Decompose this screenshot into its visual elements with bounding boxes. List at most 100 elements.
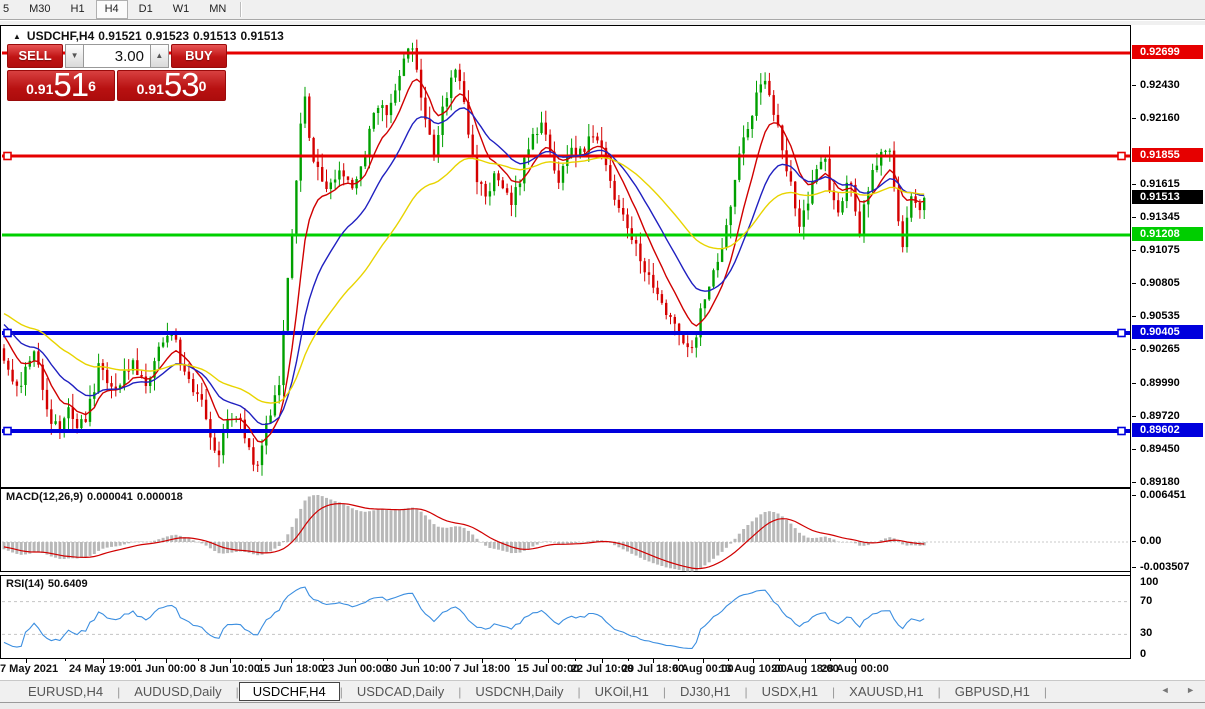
price-tick-label: 0.89450 [1140, 443, 1180, 455]
price-tick-mark [1132, 316, 1136, 317]
chart-ohlc-header: ▲ USDCHF,H4 0.91521 0.91523 0.91513 0.91513 [13, 29, 288, 43]
rsi-indicator-panel[interactable]: RSI(14) 50.6409 [0, 575, 1131, 659]
tab-separator: | [1043, 684, 1047, 699]
rsi-scale-label: 100 [1140, 576, 1159, 588]
sell-price-big: 51 [53, 66, 89, 103]
time-axis-minor-tick [728, 659, 729, 661]
ohlc-high: 0.91523 [145, 29, 190, 43]
price-tick-label: 0.90535 [1140, 310, 1180, 322]
timeframe-button-h1[interactable]: H1 [70, 3, 85, 15]
timeframe-button-5[interactable]: 5 [3, 3, 10, 15]
time-axis-minor-tick [628, 659, 629, 661]
time-axis-label: 20 Aug 18:00 [771, 663, 839, 675]
volume-increase-button[interactable]: ▲ [150, 44, 169, 68]
time-axis-tick [103, 659, 104, 663]
time-axis-label: 1 Jun 00:00 [136, 663, 196, 675]
rsi-label: RSI(14) 50.6409 [6, 578, 88, 590]
macd-plot [2, 495, 1131, 572]
collapse-triangle-icon[interactable]: ▲ [13, 32, 21, 41]
macd-indicator-panel[interactable]: MACD(12,26,9) 0.000041 0.000018 [0, 488, 1131, 572]
tab-separator: | [832, 684, 836, 699]
price-badge: 0.90405 [1132, 325, 1203, 339]
time-axis-tick [653, 659, 654, 663]
timeframe-button-h4[interactable]: H4 [95, 0, 128, 19]
tab-separator: | [744, 684, 748, 699]
time-axis: 17 May 2021 24 May 19:00 1 Jun 00:00 8 Jun … [0, 659, 1131, 680]
price-tick-label: 0.89180 [1140, 476, 1180, 488]
time-axis-label: 15 Jun 18:00 [257, 663, 325, 675]
tab-separator: | [458, 684, 462, 699]
chart-tab-ukoil[interactable]: UKOil,H1 [594, 684, 649, 699]
price-tick-label: 0.91075 [1140, 244, 1180, 256]
price-badge: 0.91513 [1132, 190, 1203, 204]
time-axis-minor-tick [261, 659, 262, 661]
time-axis-minor-tick [575, 659, 576, 661]
time-axis-tick [291, 659, 292, 663]
macd-scale-label: -0.003507 [1140, 561, 1190, 573]
chart-tab-gbpusd[interactable]: GBPUSD,H1 [954, 684, 1030, 699]
sell-button[interactable]: SELL [7, 44, 64, 68]
rsi-scale-label: 30 [1140, 627, 1153, 639]
buy-price-sup: 0 [198, 78, 207, 94]
price-badge: 0.91208 [1132, 227, 1203, 241]
macd-tick-mark [1132, 541, 1136, 542]
time-axis-tick [26, 659, 27, 663]
buy-button[interactable]: BUY [170, 44, 227, 68]
time-axis-label: 7 Jul 18:00 [453, 663, 511, 675]
time-axis-minor-tick [678, 659, 679, 661]
price-tick-label: 0.91345 [1140, 211, 1180, 223]
price-tick-mark [1132, 184, 1136, 185]
volume-input[interactable] [84, 44, 150, 68]
time-axis-tick [230, 659, 231, 663]
tab-scroll-left-icon[interactable]: ◄ [1160, 685, 1170, 695]
chart-tab-dj30[interactable]: DJ30,H1 [679, 684, 731, 699]
time-axis-label: 6 Aug 00:00 [672, 663, 734, 675]
chart-tab-eurusd[interactable]: EURUSD,H4 [28, 684, 104, 699]
chart-region: ▲ USDCHF,H4 0.91521 0.91523 0.91513 0.91513 S… [0, 25, 1205, 680]
price-chart-panel[interactable]: ▲ USDCHF,H4 0.91521 0.91523 0.91513 0.91513 S… [0, 25, 1131, 488]
status-bar [0, 702, 1205, 709]
time-axis-label: 23 Jun 00:00 [321, 663, 389, 675]
time-axis-tick [703, 659, 704, 663]
buy-price-display[interactable]: 0.91 53 0 [117, 68, 226, 101]
time-axis-minor-tick [387, 659, 388, 661]
time-axis-label: 28 Aug 00:00 [821, 663, 889, 675]
tab-scroll-right-icon[interactable]: ► [1186, 685, 1195, 695]
price-axis-border [1130, 25, 1131, 659]
time-axis-label: 30 Jun 10:00 [384, 663, 452, 675]
timeframe-button-w1[interactable]: W1 [172, 3, 190, 15]
chart-tab-usdcnh[interactable]: USDCNH,Daily [475, 684, 564, 699]
timeframe-button-m30[interactable]: M30 [29, 3, 51, 15]
symbol-label: USDCHF,H4 [26, 29, 95, 43]
price-tick-mark [1132, 383, 1136, 384]
time-axis-minor-tick [779, 659, 780, 661]
time-axis-minor-tick [450, 659, 451, 661]
chart-tab-xauusd[interactable]: XAUUSD,H1 [849, 684, 924, 699]
time-axis-label: 24 May 19:00 [69, 663, 137, 675]
chart-tab-usdchf[interactable]: USDCHF,H4 [238, 682, 340, 701]
time-axis-minor-tick [830, 659, 831, 661]
price-axis[interactable]: 0.92430 0.92160 0.91615 0.91345 0.91075 0.908… [1131, 25, 1205, 680]
timeframe-button-mn[interactable]: MN [209, 3, 227, 15]
time-axis-minor-tick [515, 659, 516, 661]
price-tick-mark [1132, 250, 1136, 251]
price-badge: 0.89602 [1132, 423, 1203, 437]
price-tick-mark [1132, 85, 1136, 86]
price-tick-mark [1132, 217, 1136, 218]
tab-separator: | [339, 684, 343, 699]
ohlc-close: 0.91513 [240, 29, 284, 43]
price-tick-mark [1132, 118, 1136, 119]
chart-tab-usdx[interactable]: USDX,H1 [761, 684, 819, 699]
chart-tab-usdcad[interactable]: USDCAD,Daily [356, 684, 445, 699]
time-axis-tick [805, 659, 806, 663]
price-badge: 0.91855 [1132, 148, 1203, 162]
time-axis-tick [166, 659, 167, 663]
price-tick-label: 0.89720 [1140, 410, 1180, 422]
sell-price-display[interactable]: 0.91 51 6 [7, 66, 115, 103]
chart-tab-audusd[interactable]: AUDUSD,Daily [134, 684, 222, 699]
timeframe-button-d1[interactable]: D1 [138, 3, 153, 15]
price-tick-mark [1132, 416, 1136, 417]
time-axis-minor-tick [198, 659, 199, 661]
volume-decrease-button[interactable]: ▼ [65, 44, 84, 68]
